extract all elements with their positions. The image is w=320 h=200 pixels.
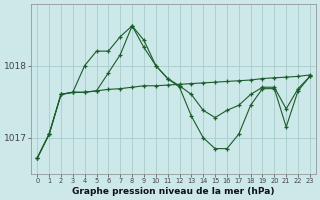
X-axis label: Graphe pression niveau de la mer (hPa): Graphe pression niveau de la mer (hPa) xyxy=(72,187,275,196)
